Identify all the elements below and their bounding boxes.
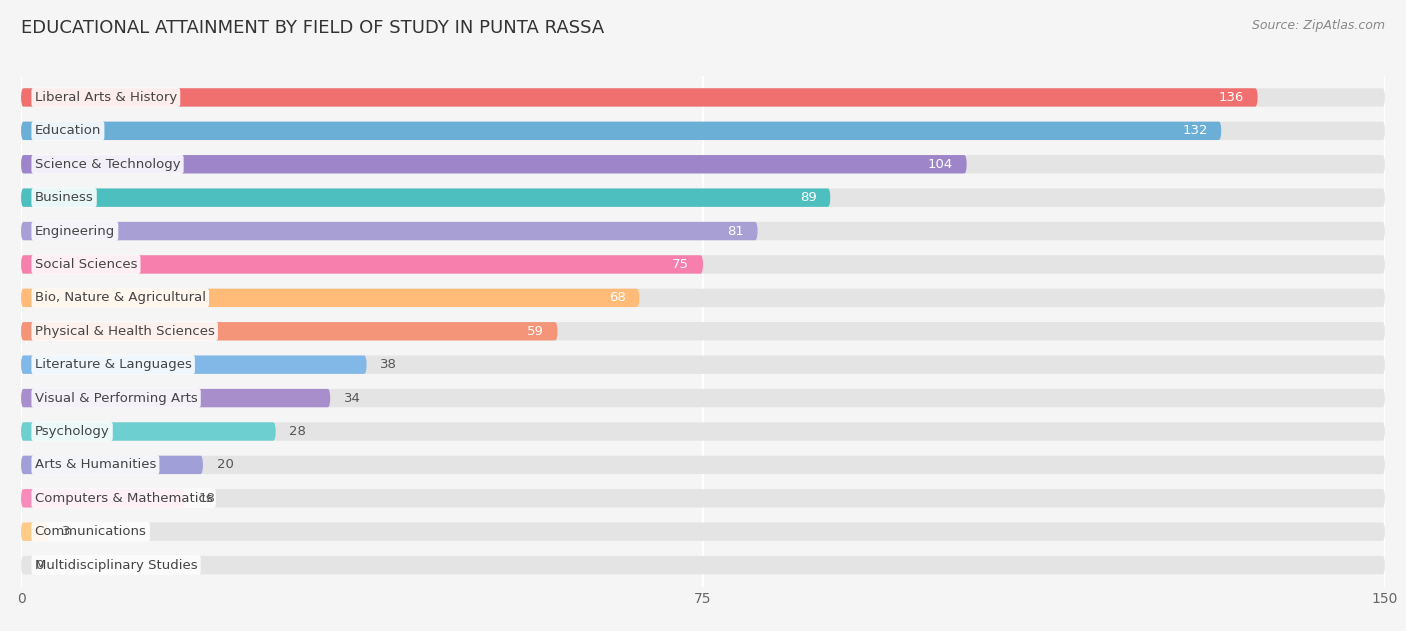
Text: 3: 3 (62, 525, 70, 538)
Text: Computers & Mathematics: Computers & Mathematics (35, 492, 212, 505)
FancyBboxPatch shape (21, 489, 184, 507)
Text: Science & Technology: Science & Technology (35, 158, 180, 171)
FancyBboxPatch shape (21, 522, 48, 541)
Text: 34: 34 (344, 392, 361, 404)
FancyBboxPatch shape (21, 322, 1385, 341)
FancyBboxPatch shape (21, 155, 967, 174)
FancyBboxPatch shape (21, 322, 558, 341)
Text: 136: 136 (1219, 91, 1244, 104)
Text: Multidisciplinary Studies: Multidisciplinary Studies (35, 558, 197, 572)
FancyBboxPatch shape (21, 522, 1385, 541)
FancyBboxPatch shape (21, 88, 1385, 107)
FancyBboxPatch shape (21, 556, 1385, 574)
Text: Education: Education (35, 124, 101, 138)
Text: Psychology: Psychology (35, 425, 110, 438)
Text: 68: 68 (609, 292, 626, 304)
FancyBboxPatch shape (21, 222, 1385, 240)
FancyBboxPatch shape (21, 289, 640, 307)
Text: Social Sciences: Social Sciences (35, 258, 138, 271)
FancyBboxPatch shape (21, 122, 1222, 140)
Text: 18: 18 (198, 492, 215, 505)
FancyBboxPatch shape (21, 422, 1385, 440)
Text: 28: 28 (290, 425, 307, 438)
FancyBboxPatch shape (21, 256, 703, 274)
Text: Literature & Languages: Literature & Languages (35, 358, 191, 371)
FancyBboxPatch shape (21, 355, 1385, 374)
Text: Source: ZipAtlas.com: Source: ZipAtlas.com (1251, 19, 1385, 32)
FancyBboxPatch shape (21, 456, 1385, 474)
Text: 38: 38 (380, 358, 396, 371)
FancyBboxPatch shape (21, 289, 1385, 307)
Text: 89: 89 (800, 191, 817, 204)
FancyBboxPatch shape (21, 189, 831, 207)
FancyBboxPatch shape (21, 155, 1385, 174)
Text: 20: 20 (217, 458, 233, 471)
FancyBboxPatch shape (21, 122, 1385, 140)
FancyBboxPatch shape (21, 222, 758, 240)
Text: 0: 0 (35, 558, 44, 572)
FancyBboxPatch shape (21, 422, 276, 440)
Text: EDUCATIONAL ATTAINMENT BY FIELD OF STUDY IN PUNTA RASSA: EDUCATIONAL ATTAINMENT BY FIELD OF STUDY… (21, 19, 605, 37)
Text: Arts & Humanities: Arts & Humanities (35, 458, 156, 471)
Text: Visual & Performing Arts: Visual & Performing Arts (35, 392, 197, 404)
Text: Liberal Arts & History: Liberal Arts & History (35, 91, 177, 104)
FancyBboxPatch shape (21, 256, 1385, 274)
FancyBboxPatch shape (21, 189, 1385, 207)
FancyBboxPatch shape (21, 389, 330, 407)
Text: Business: Business (35, 191, 93, 204)
Text: 59: 59 (527, 325, 544, 338)
Text: 75: 75 (672, 258, 689, 271)
Text: 132: 132 (1182, 124, 1208, 138)
Text: Engineering: Engineering (35, 225, 115, 237)
FancyBboxPatch shape (21, 489, 1385, 507)
Text: Communications: Communications (35, 525, 146, 538)
Text: Bio, Nature & Agricultural: Bio, Nature & Agricultural (35, 292, 205, 304)
FancyBboxPatch shape (21, 355, 367, 374)
FancyBboxPatch shape (21, 456, 202, 474)
Text: Physical & Health Sciences: Physical & Health Sciences (35, 325, 215, 338)
FancyBboxPatch shape (21, 389, 1385, 407)
Text: 104: 104 (928, 158, 953, 171)
Text: 81: 81 (727, 225, 744, 237)
FancyBboxPatch shape (21, 88, 1257, 107)
